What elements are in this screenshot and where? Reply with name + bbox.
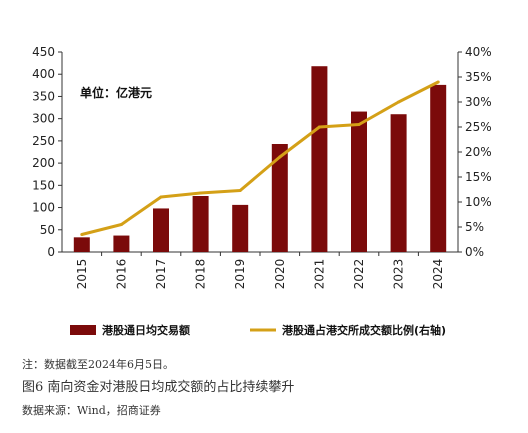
x-tick-label: 2017 xyxy=(154,259,168,290)
line-point xyxy=(119,223,123,226)
footnote: 注：数据截至2024年6月5日。 xyxy=(22,358,174,371)
bar xyxy=(153,208,169,252)
left-tick-label: 300 xyxy=(32,112,55,126)
bar xyxy=(351,111,367,252)
line-series xyxy=(80,80,440,236)
left-tick-label: 0 xyxy=(47,245,55,259)
left-tick-label: 400 xyxy=(32,67,55,81)
bar xyxy=(271,144,288,252)
left-tick-label: 150 xyxy=(32,178,55,192)
legend-bar-label: 港股通日均交易额 xyxy=(102,323,190,337)
x-tick-label: 2024 xyxy=(431,259,445,290)
right-tick-label: 30% xyxy=(465,95,492,109)
right-tick-label: 0% xyxy=(465,245,484,259)
x-tick-label: 2021 xyxy=(312,259,326,290)
left-tick-label: 200 xyxy=(32,156,55,170)
chart-axes: 0 50 100 150 200 250 300 350 400 450 0% 5% 10% 15% 20%… xyxy=(32,45,492,289)
x-tick-label: 2019 xyxy=(233,259,247,290)
bar xyxy=(73,237,90,252)
bar xyxy=(192,196,209,252)
x-tick-label: 2023 xyxy=(392,259,406,290)
left-tick-label: 450 xyxy=(32,45,55,59)
x-tick-label: 2020 xyxy=(273,259,287,290)
bar xyxy=(311,66,328,252)
line-point xyxy=(357,123,361,126)
line-point xyxy=(436,80,440,84)
unit-label: 单位：亿港元 xyxy=(80,85,152,100)
line-point xyxy=(80,233,84,236)
x-tick-label: 2018 xyxy=(194,259,208,290)
bar xyxy=(113,235,130,252)
right-tick-label: 40% xyxy=(465,45,492,59)
x-tick-label: 2016 xyxy=(114,259,128,290)
left-tick-label: 250 xyxy=(32,134,55,148)
line-point xyxy=(238,189,242,192)
figure-caption: 图6 南向资金对港股日均成交额的占比持续攀升 xyxy=(22,380,295,395)
left-tick-label: 100 xyxy=(32,201,55,215)
left-tick-label: 50 xyxy=(40,223,55,237)
bar xyxy=(232,204,249,252)
line-point xyxy=(278,155,282,159)
right-tick-label: 35% xyxy=(465,70,492,84)
source-note: 数据来源：Wind，招商证券 xyxy=(22,404,161,417)
right-tick-label: 5% xyxy=(465,220,484,234)
ratio-line xyxy=(81,80,439,236)
bar-series xyxy=(73,66,447,252)
right-tick-label: 15% xyxy=(465,170,492,184)
line-point xyxy=(199,191,203,195)
legend-bar-swatch xyxy=(70,325,96,335)
x-tick-label: 2022 xyxy=(352,259,366,290)
line-point xyxy=(159,195,163,199)
chart-legend: 港股通日均交易额 港股通占港交所成交额比例(右轴) xyxy=(70,323,446,337)
line-point xyxy=(397,100,401,104)
legend-line-label: 港股通占港交所成交额比例(右轴) xyxy=(282,323,446,337)
right-tick-label: 25% xyxy=(465,120,492,134)
left-tick-label: 350 xyxy=(32,89,55,103)
x-tick-label: 2015 xyxy=(75,259,89,290)
bar xyxy=(390,114,407,252)
line-point xyxy=(317,125,321,129)
bar xyxy=(430,84,447,252)
right-tick-label: 20% xyxy=(465,145,492,159)
right-tick-label: 10% xyxy=(465,195,492,209)
